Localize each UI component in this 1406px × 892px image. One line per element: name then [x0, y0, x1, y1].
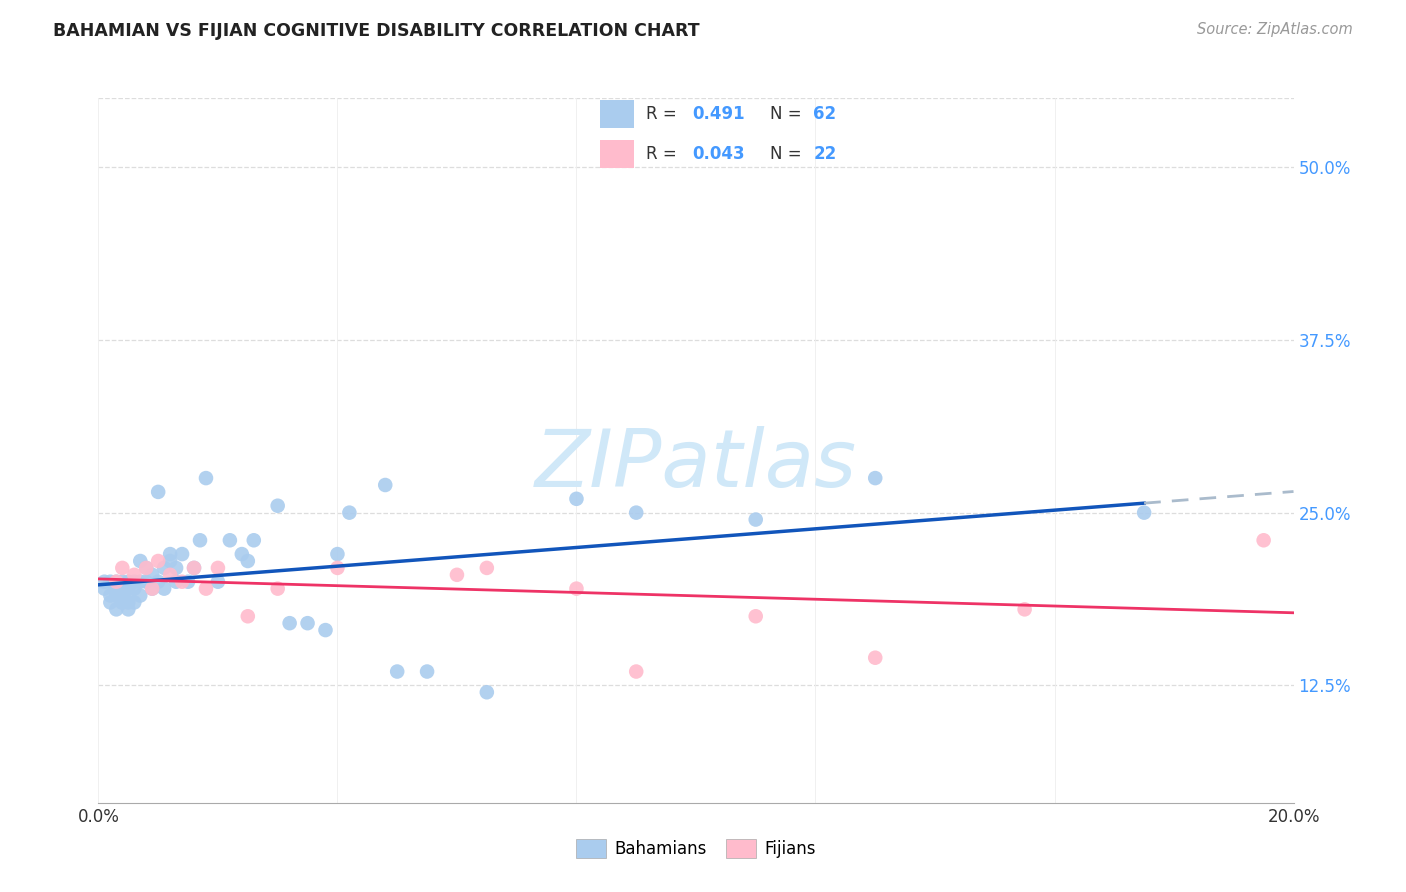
Point — [267, 582, 290, 596]
Text: BAHAMIAN VS FIJIAN COGNITIVE DISABILITY CORRELATION CHART: BAHAMIAN VS FIJIAN COGNITIVE DISABILITY … — [53, 22, 700, 40]
Point — [117, 589, 139, 603]
Point — [117, 574, 139, 589]
Point — [105, 574, 128, 589]
Point — [195, 582, 218, 596]
Point — [339, 506, 361, 520]
Point — [207, 561, 229, 575]
Text: 62: 62 — [813, 104, 837, 123]
Point — [148, 554, 170, 568]
Text: Source: ZipAtlas.com: Source: ZipAtlas.com — [1197, 22, 1353, 37]
Point — [315, 623, 337, 637]
Point — [172, 547, 194, 561]
Point — [148, 484, 170, 499]
Point — [117, 582, 139, 596]
Point — [326, 561, 349, 575]
Point — [183, 561, 205, 575]
Point — [188, 533, 211, 548]
Point — [129, 554, 152, 568]
Point — [159, 567, 181, 582]
Text: N =: N = — [770, 145, 807, 163]
Legend: Bahamians, Fijians: Bahamians, Fijians — [569, 832, 823, 865]
Point — [385, 665, 409, 679]
Point — [124, 567, 146, 582]
Point — [374, 478, 396, 492]
Point — [105, 574, 128, 589]
Point — [475, 685, 498, 699]
Point — [135, 561, 157, 575]
Bar — [600, 140, 634, 168]
Text: R =: R = — [647, 145, 682, 163]
Point — [236, 554, 259, 568]
Point — [117, 595, 139, 609]
Point — [105, 589, 128, 603]
Point — [124, 582, 146, 596]
Point — [105, 582, 128, 596]
Point — [865, 650, 887, 665]
Point — [98, 595, 122, 609]
Point — [111, 589, 134, 603]
Point — [105, 602, 128, 616]
Bar — [600, 100, 634, 128]
Point — [565, 491, 588, 506]
Point — [267, 499, 290, 513]
Point — [111, 574, 134, 589]
Point — [219, 533, 242, 548]
Point — [165, 561, 187, 575]
Point — [865, 471, 887, 485]
Point — [165, 574, 187, 589]
Point — [278, 616, 301, 631]
Point — [124, 595, 146, 609]
Point — [129, 574, 152, 589]
Point — [416, 665, 439, 679]
Point — [1014, 602, 1036, 616]
Point — [153, 561, 176, 575]
Point — [135, 574, 157, 589]
Point — [207, 574, 229, 589]
Point — [243, 533, 266, 548]
Text: 0.491: 0.491 — [693, 104, 745, 123]
Point — [129, 589, 152, 603]
Text: 22: 22 — [813, 145, 837, 163]
Point — [626, 506, 648, 520]
Point — [111, 595, 134, 609]
Point — [1253, 533, 1275, 548]
Point — [153, 582, 176, 596]
Point — [111, 582, 134, 596]
Point — [1133, 506, 1156, 520]
Text: ZIPatlas: ZIPatlas — [534, 425, 858, 504]
Point — [111, 595, 134, 609]
Text: 0.043: 0.043 — [693, 145, 745, 163]
Point — [141, 582, 163, 596]
Point — [177, 574, 200, 589]
Point — [141, 567, 163, 582]
Point — [141, 582, 163, 596]
Point — [111, 561, 134, 575]
Point — [236, 609, 259, 624]
Point — [124, 574, 146, 589]
Point — [159, 547, 181, 561]
Point — [446, 567, 468, 582]
Point — [745, 512, 768, 526]
Point — [135, 561, 157, 575]
Point — [745, 609, 768, 624]
Point — [626, 665, 648, 679]
Point — [117, 602, 139, 616]
Point — [195, 471, 218, 485]
Text: N =: N = — [770, 104, 807, 123]
Point — [148, 574, 170, 589]
Point — [326, 547, 349, 561]
Point — [183, 561, 205, 575]
Text: R =: R = — [647, 104, 682, 123]
Point — [172, 574, 194, 589]
Point — [297, 616, 319, 631]
Point — [159, 554, 181, 568]
Point — [93, 574, 115, 589]
Point — [93, 582, 115, 596]
Point — [231, 547, 253, 561]
Point — [98, 589, 122, 603]
Point — [565, 582, 588, 596]
Point — [98, 574, 122, 589]
Point — [475, 561, 498, 575]
